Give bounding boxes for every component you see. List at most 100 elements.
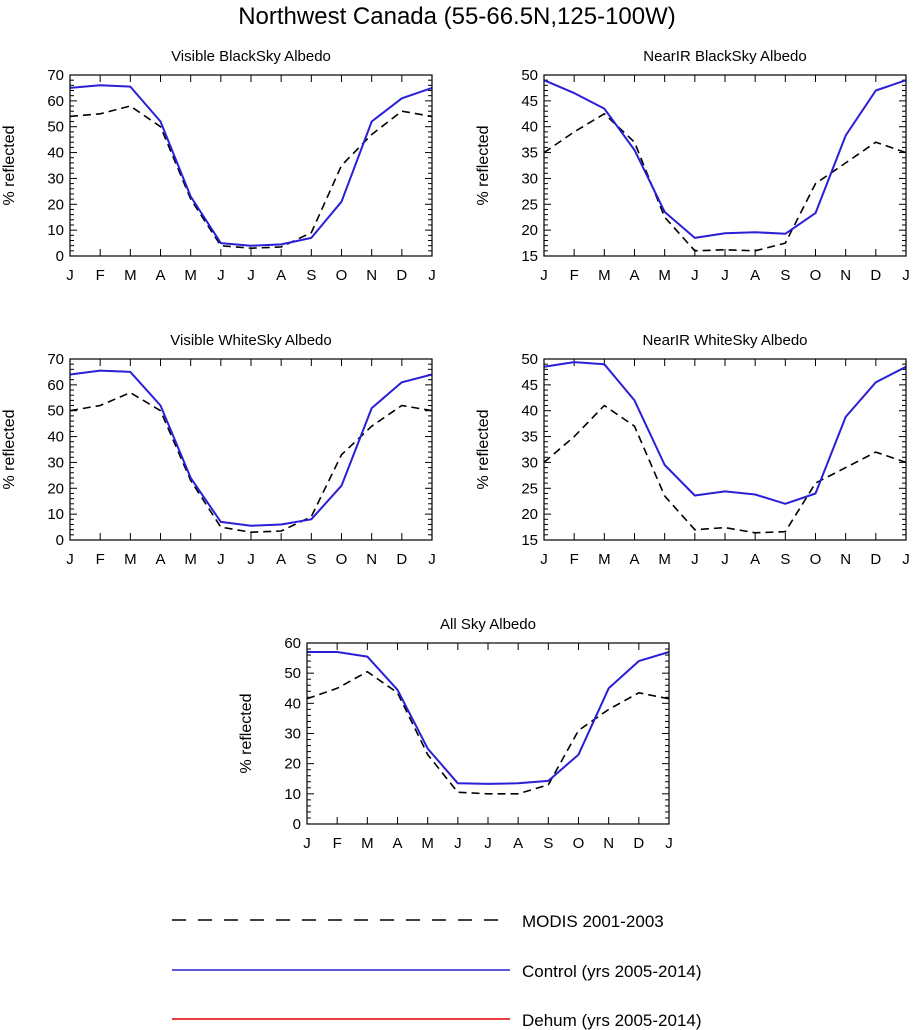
y-tick-label: 50 — [47, 403, 64, 420]
y-tick-label: 40 — [521, 403, 538, 420]
x-tick-label: D — [870, 267, 881, 284]
x-tick-label: N — [840, 267, 851, 284]
y-tick-label: 30 — [521, 454, 538, 471]
series-line-modis — [69, 391, 433, 534]
x-tick-label: A — [155, 551, 165, 568]
x-tick-label: J — [428, 267, 436, 284]
x-tick-label: F — [570, 551, 579, 568]
chart-panel-5: All Sky Albedo % reflected 0 10 20 30 40 50 60 J F… — [238, 616, 673, 852]
chart-title: NearIR BlackSky Albedo — [643, 48, 806, 65]
y-tick-label: 50 — [284, 665, 301, 682]
y-tick-label: 25 — [521, 196, 538, 213]
plot-frame — [69, 358, 433, 541]
y-tick-label: 20 — [521, 506, 538, 523]
plot-frame — [543, 74, 907, 257]
legend-label-modis: MODIS 2001-2003 — [522, 912, 664, 931]
x-tick-label: O — [336, 267, 348, 284]
x-tick-label: J — [247, 267, 255, 284]
x-tick-label: J — [303, 835, 311, 852]
y-tick-label: 30 — [47, 170, 64, 187]
x-tick-label: M — [658, 267, 671, 284]
x-tick-label: O — [810, 267, 822, 284]
x-tick-label: S — [306, 551, 316, 568]
x-tick-label: S — [543, 835, 553, 852]
y-tick-label: 20 — [284, 756, 301, 773]
y-tick-label: 45 — [521, 93, 538, 110]
x-tick-label: M — [184, 551, 197, 568]
series-line-modis — [543, 404, 907, 534]
y-tick-label: 15 — [521, 248, 538, 265]
x-tick-label: N — [366, 267, 377, 284]
y-tick-label: 25 — [521, 480, 538, 497]
x-tick-label: J — [540, 267, 548, 284]
plot-frame — [543, 358, 907, 541]
y-tick-label: 60 — [47, 93, 64, 110]
y-axis-label: % reflected — [1, 409, 18, 489]
x-tick-label: J — [721, 551, 729, 568]
y-tick-label: 50 — [47, 119, 64, 136]
x-tick-label: O — [810, 551, 822, 568]
x-tick-label: J — [454, 835, 462, 852]
series-line-control — [307, 651, 670, 785]
y-tick-label: 0 — [293, 816, 301, 833]
y-tick-label: 40 — [47, 145, 64, 162]
legend-label-dehum: Dehum (yrs 2005-2014) — [522, 1011, 702, 1030]
x-tick-label: M — [421, 835, 434, 852]
y-tick-label: 0 — [56, 532, 64, 549]
chart-panel-2: NearIR BlackSky Albedo % reflected 15 20 25 3… — [475, 48, 910, 284]
plot-frame — [306, 642, 670, 825]
y-tick-label: 60 — [47, 377, 64, 394]
x-tick-label: J — [484, 835, 492, 852]
y-tick-label: 15 — [521, 532, 538, 549]
chart-panel-1: Visible BlackSky Albedo % reflected 0 10 20 3… — [1, 48, 436, 284]
chart-title: NearIR WhiteSky Albedo — [642, 332, 807, 349]
y-tick-label: 30 — [47, 454, 64, 471]
x-tick-label: D — [396, 267, 407, 284]
x-tick-label: M — [598, 267, 611, 284]
x-tick-label: M — [658, 551, 671, 568]
axis-ticks — [306, 642, 670, 825]
legend: MODIS 2001-2003 Control (yrs 2005-2014) De… — [172, 912, 702, 1030]
y-tick-label: 35 — [521, 145, 538, 162]
x-tick-label: J — [217, 551, 225, 568]
y-tick-label: 0 — [56, 248, 64, 265]
x-tick-label: J — [66, 551, 74, 568]
x-tick-label: N — [603, 835, 614, 852]
x-tick-label: A — [155, 267, 165, 284]
x-tick-label: A — [392, 835, 402, 852]
chart-panel-4: NearIR WhiteSky Albedo % reflected 15 20 25 3… — [475, 332, 910, 568]
x-tick-label: S — [306, 267, 316, 284]
x-tick-label: A — [276, 267, 286, 284]
chart-title: All Sky Albedo — [440, 616, 536, 633]
x-tick-label: J — [691, 551, 699, 568]
y-tick-label: 10 — [47, 506, 64, 523]
x-tick-label: J — [665, 835, 673, 852]
x-tick-label: J — [691, 267, 699, 284]
x-tick-label: J — [428, 551, 436, 568]
y-tick-label: 40 — [284, 695, 301, 712]
x-tick-label: F — [96, 267, 105, 284]
x-tick-label: J — [902, 551, 910, 568]
chart-panel-3: Visible WhiteSky Albedo % reflected 0 10 20 3… — [1, 332, 436, 568]
axis-ticks — [69, 74, 433, 257]
x-tick-label: A — [513, 835, 523, 852]
x-tick-label: J — [247, 551, 255, 568]
y-tick-label: 60 — [284, 635, 301, 652]
x-tick-label: A — [629, 551, 639, 568]
x-tick-label: N — [840, 551, 851, 568]
x-tick-label: D — [870, 551, 881, 568]
x-tick-label: J — [217, 267, 225, 284]
x-tick-label: D — [633, 835, 644, 852]
x-tick-label: F — [96, 551, 105, 568]
x-tick-label: F — [570, 267, 579, 284]
y-tick-label: 35 — [521, 429, 538, 446]
series-line-control — [543, 361, 907, 505]
y-tick-label: 30 — [284, 726, 301, 743]
series-line-modis — [306, 670, 670, 795]
chart-title: Visible BlackSky Albedo — [171, 48, 331, 65]
y-tick-label: 70 — [47, 351, 64, 368]
x-tick-label: A — [750, 267, 760, 284]
x-tick-label: J — [66, 267, 74, 284]
y-tick-label: 40 — [47, 429, 64, 446]
y-tick-label: 20 — [47, 480, 64, 497]
